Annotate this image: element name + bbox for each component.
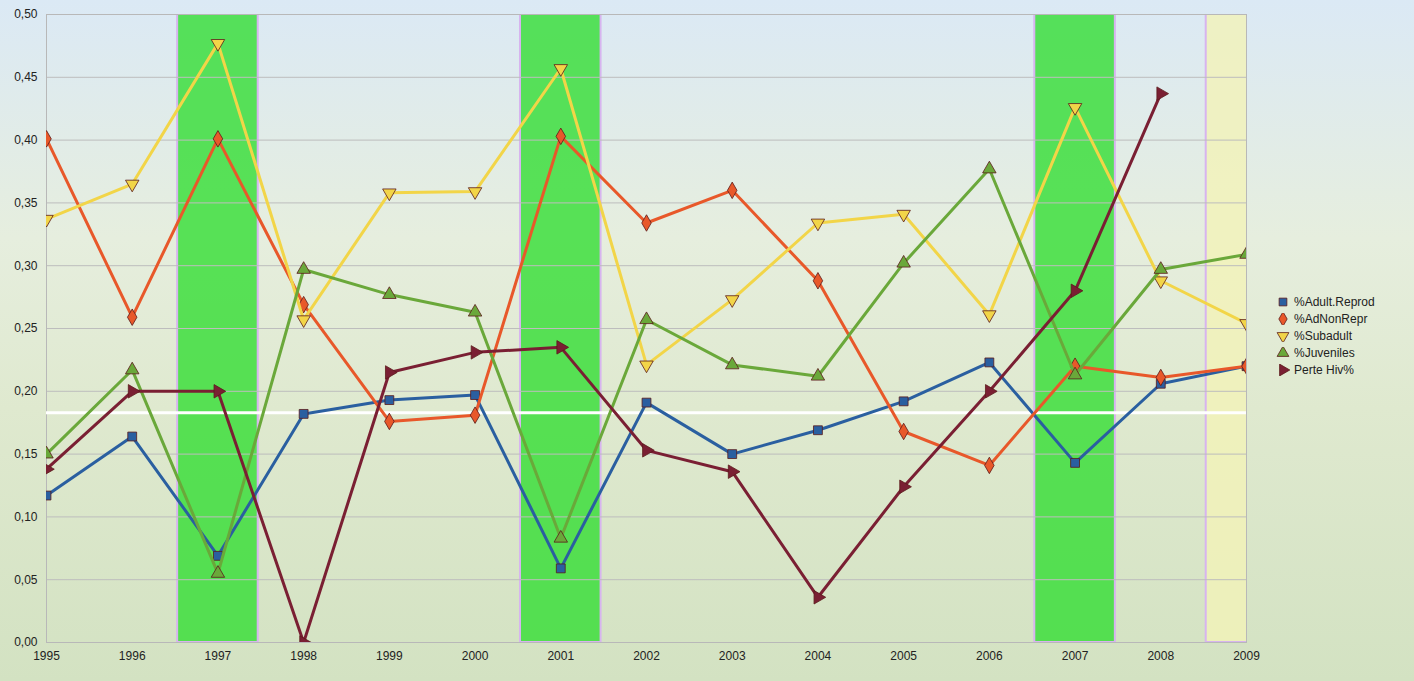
svg-text:0,05: 0,05 <box>14 573 38 587</box>
svg-text:1998: 1998 <box>290 649 317 663</box>
svg-text:2007: 2007 <box>1062 649 1089 663</box>
html-text:%Juveniles: %Juveniles <box>1294 346 1355 360</box>
svg-text:2004: 2004 <box>805 649 832 663</box>
svg-text:2009: 2009 <box>1233 649 1260 663</box>
svg-text:2003: 2003 <box>719 649 746 663</box>
html-text:Perte Hiv%: Perte Hiv% <box>1294 363 1354 377</box>
html-text:%Adult.Reprod: %Adult.Reprod <box>1294 295 1375 309</box>
svg-text:0,40: 0,40 <box>14 133 38 147</box>
svg-text:0,15: 0,15 <box>14 447 38 461</box>
svg-text:1996: 1996 <box>119 649 146 663</box>
svg-text:2001: 2001 <box>547 649 574 663</box>
svg-text:0,25: 0,25 <box>14 321 38 335</box>
svg-text:0,00: 0,00 <box>14 635 38 649</box>
svg-text:0,30: 0,30 <box>14 259 38 273</box>
svg-text:1995: 1995 <box>33 649 60 663</box>
svg-text:0,20: 0,20 <box>14 384 38 398</box>
svg-text:0,45: 0,45 <box>14 70 38 84</box>
svg-text:0,10: 0,10 <box>14 510 38 524</box>
svg-text:2002: 2002 <box>633 649 660 663</box>
svg-text:2006: 2006 <box>976 649 1003 663</box>
svg-text:2008: 2008 <box>1147 649 1174 663</box>
svg-text:1999: 1999 <box>376 649 403 663</box>
svg-text:1997: 1997 <box>205 649 232 663</box>
html-text:%AdNonRepr: %AdNonRepr <box>1294 312 1368 326</box>
svg-text:2000: 2000 <box>462 649 489 663</box>
html-text:%Subadult: %Subadult <box>1294 329 1352 343</box>
svg-text:0,50: 0,50 <box>14 7 38 21</box>
svg-text:0,35: 0,35 <box>14 196 38 210</box>
svg-text:2005: 2005 <box>890 649 917 663</box>
